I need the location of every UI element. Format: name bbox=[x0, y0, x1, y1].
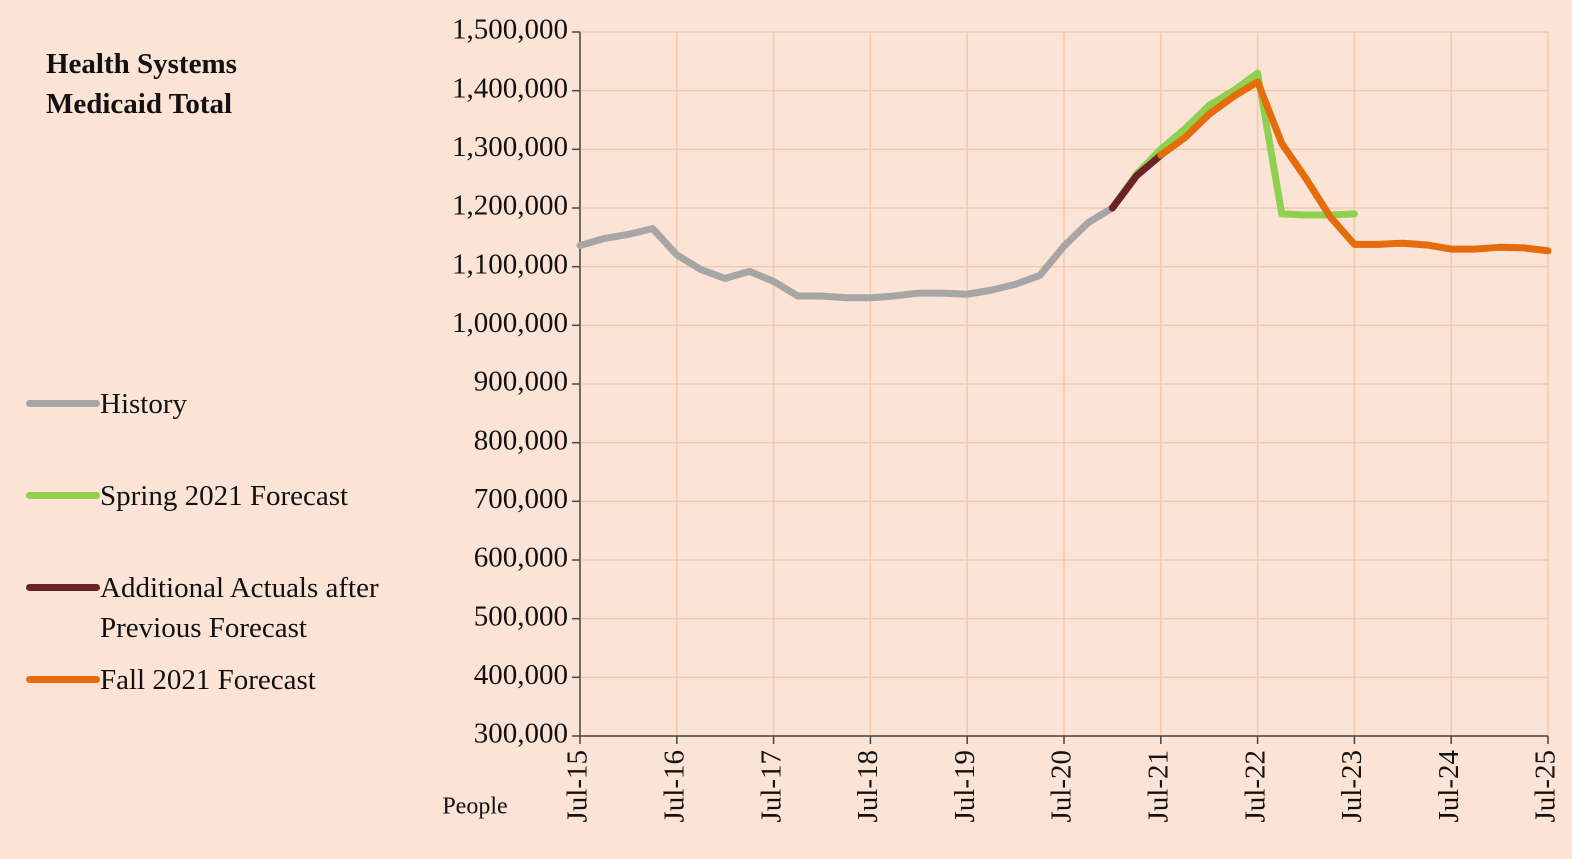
x-tick-label: Jul-24 bbox=[1433, 750, 1465, 823]
legend-label: Spring 2021 Forecast bbox=[100, 480, 349, 512]
y-tick-label: 300,000 bbox=[474, 718, 568, 750]
y-tick-label: 1,500,000 bbox=[452, 14, 568, 46]
y-tick-label: 600,000 bbox=[474, 542, 568, 574]
x-tick-label: Jul-25 bbox=[1530, 750, 1562, 823]
legend-label: Fall 2021 Forecast bbox=[100, 664, 316, 696]
x-tick-label: Jul-20 bbox=[1046, 750, 1078, 823]
legend-item: Additional Actuals after Previous Foreca… bbox=[26, 568, 430, 648]
chart-title: Health Systems Medicaid Total bbox=[46, 48, 237, 120]
legend-swatch bbox=[26, 676, 100, 683]
y-tick-label: 700,000 bbox=[474, 483, 568, 515]
y-tick-label: 1,200,000 bbox=[452, 190, 568, 222]
legend-swatch bbox=[26, 400, 100, 407]
legend-swatch bbox=[26, 584, 100, 591]
y-tick-label: 1,000,000 bbox=[452, 307, 568, 339]
series-line bbox=[1157, 78, 1552, 255]
legend-item: Spring 2021 Forecast bbox=[26, 476, 430, 516]
legend-label: History bbox=[100, 388, 187, 420]
legend-swatch bbox=[26, 492, 100, 499]
x-tick-label: Jul-23 bbox=[1336, 750, 1368, 823]
legend-item: Fall 2021 Forecast bbox=[26, 660, 430, 700]
y-tick-label: 800,000 bbox=[474, 424, 568, 456]
y-axis-label: People bbox=[442, 794, 507, 820]
x-tick-label: Jul-16 bbox=[658, 750, 690, 823]
x-tick-label: Jul-17 bbox=[755, 750, 787, 823]
y-tick-label: 900,000 bbox=[474, 366, 568, 398]
x-tick-label: Jul-15 bbox=[562, 750, 594, 823]
x-tick-label: Jul-21 bbox=[1142, 750, 1174, 823]
y-tick-label: 1,300,000 bbox=[452, 131, 568, 163]
series-line bbox=[1108, 151, 1165, 212]
x-tick-label: Jul-18 bbox=[852, 750, 884, 823]
y-tick-label: 1,100,000 bbox=[452, 248, 568, 280]
y-tick-label: 400,000 bbox=[474, 659, 568, 691]
y-tick-label: 500,000 bbox=[474, 600, 568, 632]
legend-label: Additional Actuals after Previous Foreca… bbox=[100, 572, 379, 644]
legend-item: History bbox=[26, 384, 430, 424]
series-line bbox=[576, 204, 1116, 302]
y-tick-label: 1,400,000 bbox=[452, 72, 568, 104]
x-tick-label: Jul-22 bbox=[1239, 750, 1271, 823]
x-tick-label: Jul-19 bbox=[949, 750, 981, 823]
